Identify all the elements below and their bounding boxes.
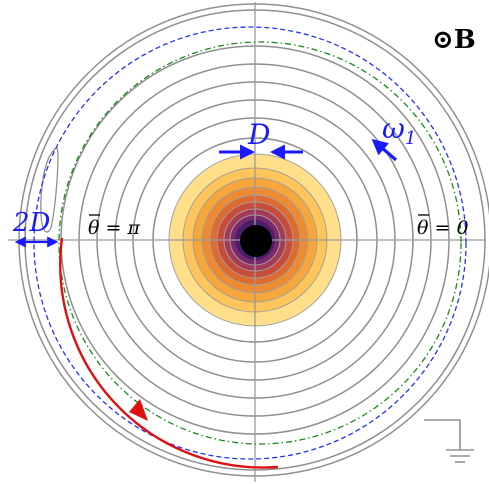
dashed-blue-orbit	[33, 26, 467, 460]
magnetic-field-label: ⊙B	[432, 25, 476, 55]
omega-arrow-icon	[371, 138, 398, 162]
theta-pi-label: θ = π	[88, 217, 140, 239]
omega-subscript: 1	[405, 128, 416, 149]
central-core	[240, 225, 272, 257]
omega-label: ω1	[382, 112, 416, 149]
width-2d-label: 2D	[12, 208, 51, 238]
theta-zero-label: θ = 0	[417, 217, 469, 239]
red-trajectory	[59, 237, 279, 469]
dashed-green-orbit	[58, 41, 462, 445]
width-d-label: D	[247, 118, 270, 151]
ground-wire	[424, 419, 461, 450]
trajectory-arrow-icon	[129, 399, 148, 421]
omega-symbol: ω	[382, 112, 405, 145]
ground-icon	[424, 419, 474, 463]
island-contour	[40, 147, 59, 233]
